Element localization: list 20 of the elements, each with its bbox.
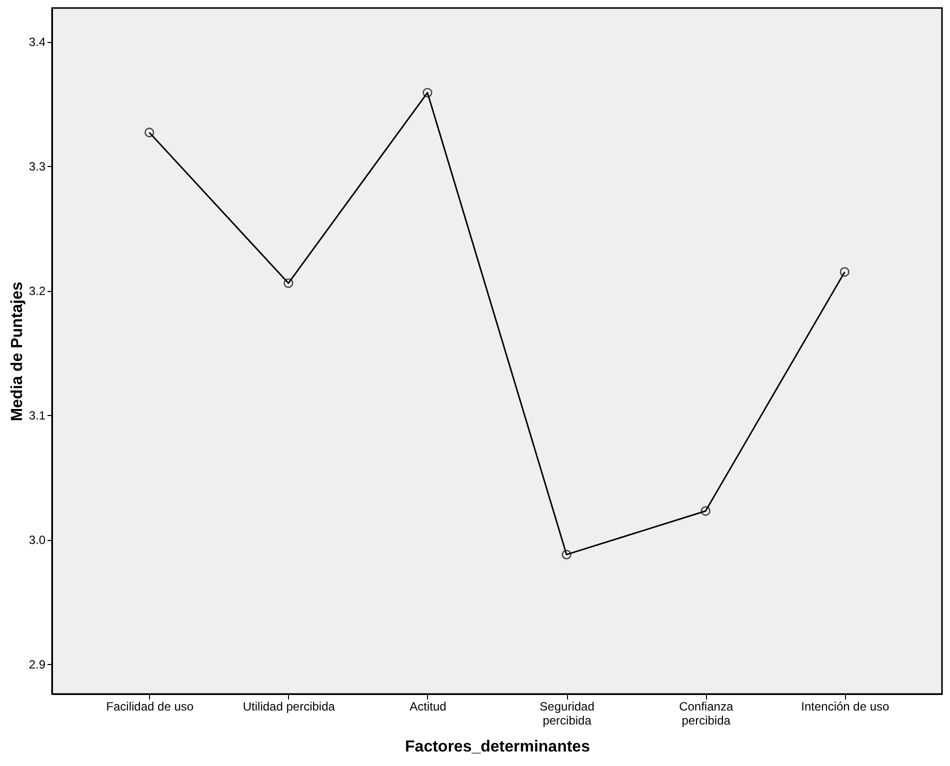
y-tick-label: 3.4	[28, 35, 46, 50]
x-tick-label: Confianza percibida	[679, 700, 734, 728]
point	[144, 128, 154, 138]
point	[284, 278, 294, 288]
x-tick-label: Actitud	[410, 700, 446, 714]
point	[840, 267, 850, 277]
y-tick-label: 3.3	[28, 160, 46, 174]
x-tick-label: Seguridad percibida	[540, 700, 594, 728]
x-tick-label: Utilidad percibida	[242, 700, 336, 714]
y-axis-title: Media de Puntajes	[8, 282, 26, 422]
x-tick-label: Intención de uso	[801, 700, 890, 714]
x-axis-title: Factores_determinantes	[405, 738, 590, 756]
x-tick-label: Facilidad de uso	[106, 700, 194, 714]
point	[562, 550, 572, 560]
y-tick-label: 3.2	[28, 284, 46, 298]
point	[700, 506, 710, 516]
y-tick-label: 2.9	[28, 658, 46, 672]
y-tick-label: 3.0	[28, 533, 46, 548]
point	[422, 88, 432, 98]
y-tick-label: 3.1	[28, 408, 46, 423]
